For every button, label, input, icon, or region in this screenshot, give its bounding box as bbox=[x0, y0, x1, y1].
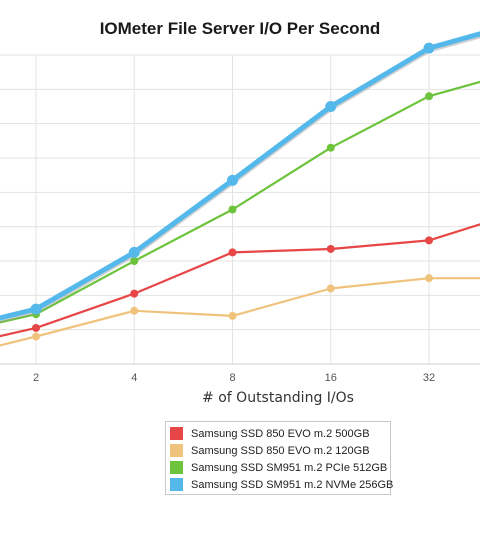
data-point bbox=[130, 289, 139, 298]
series-3 bbox=[0, 80, 480, 324]
legend-item: Samsung SSD SM951 m.2 PCIe 512GB bbox=[170, 459, 390, 476]
grid bbox=[0, 54, 480, 365]
series-4 bbox=[0, 31, 480, 323]
x-axis-label: # of Outstanding I/Os bbox=[202, 390, 354, 406]
series-2 bbox=[0, 274, 480, 347]
data-point bbox=[425, 236, 433, 245]
legend: Samsung SSD 850 EVO m.2 500GB Samsung SS… bbox=[165, 421, 394, 495]
data-point bbox=[128, 246, 140, 258]
x-tick-label: 8 bbox=[229, 372, 235, 384]
legend-item: Samsung SSD 850 EVO m.2 500GB bbox=[170, 425, 390, 442]
legend-item: Samsung SSD SM951 m.2 NVMe 256GB bbox=[170, 476, 394, 493]
legend-label: Samsung SSD 850 EVO m.2 500GB bbox=[191, 427, 370, 440]
data-point bbox=[326, 143, 335, 152]
data-point bbox=[326, 244, 335, 253]
data-point bbox=[130, 306, 139, 315]
data-point bbox=[130, 257, 139, 265]
legend-label: Samsung SSD SM951 m.2 PCIe 512GB bbox=[191, 461, 388, 474]
x-tick-labels: 2 4 8 16 32 bbox=[33, 372, 435, 384]
data-point bbox=[228, 311, 237, 320]
x-tick-label: 4 bbox=[131, 372, 137, 384]
data-point bbox=[32, 323, 40, 332]
series-1 bbox=[0, 223, 480, 338]
data-point bbox=[326, 284, 335, 293]
series-line bbox=[0, 80, 480, 324]
legend-label: Samsung SSD 850 EVO m.2 120GB bbox=[191, 444, 370, 457]
x-tick-label: 16 bbox=[325, 372, 337, 384]
x-tick-label: 32 bbox=[423, 372, 435, 384]
legend-swatch bbox=[170, 427, 183, 440]
series-layer bbox=[0, 31, 480, 347]
data-point bbox=[30, 303, 42, 315]
data-point bbox=[425, 92, 433, 101]
x-tick-label: 2 bbox=[33, 372, 39, 384]
legend-item: Samsung SSD 850 EVO m.2 120GB bbox=[170, 442, 390, 459]
legend-label: Samsung SSD SM951 m.2 NVMe 256GB bbox=[191, 478, 394, 491]
data-point bbox=[227, 174, 238, 186]
data-point bbox=[228, 205, 237, 214]
data-point bbox=[325, 101, 337, 112]
data-point bbox=[425, 274, 433, 283]
data-point bbox=[423, 42, 435, 54]
data-point bbox=[228, 248, 237, 257]
legend-swatch bbox=[170, 444, 183, 457]
chart-title: IOMeter File Server I/O Per Second bbox=[99, 19, 381, 38]
series-line bbox=[0, 31, 480, 321]
legend-swatch bbox=[170, 478, 183, 491]
legend-swatch bbox=[170, 461, 183, 474]
data-point bbox=[32, 332, 40, 341]
